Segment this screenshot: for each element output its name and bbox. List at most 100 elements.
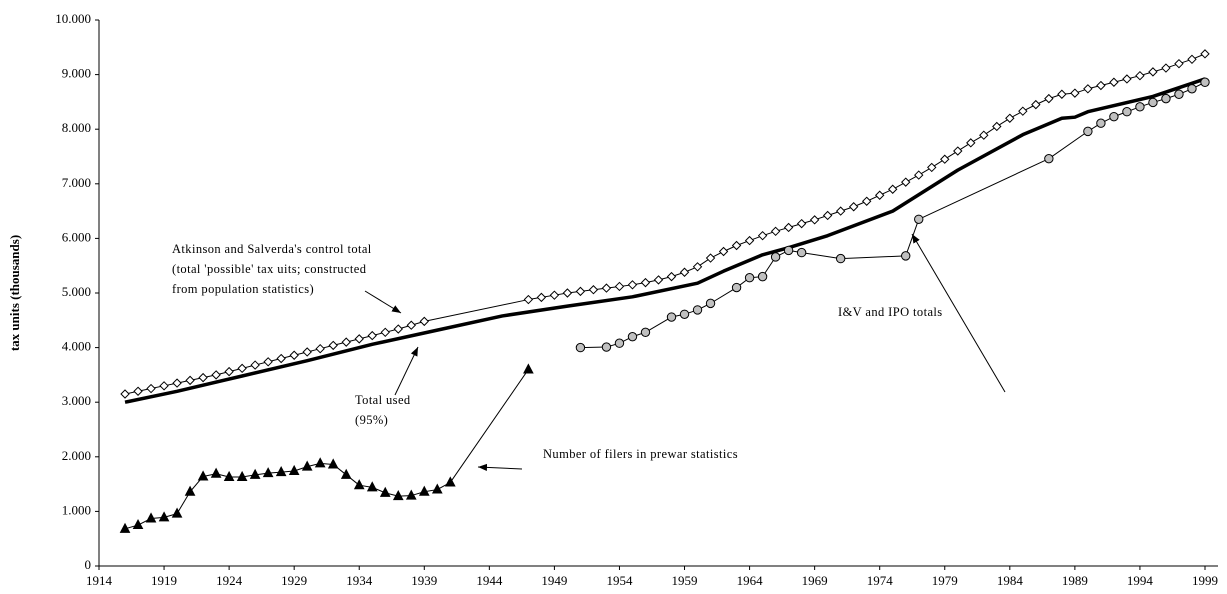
diamond-marker: [796, 218, 807, 229]
diamond-marker: [289, 350, 299, 360]
diamond-marker: [966, 138, 976, 148]
y-tick-label: 3.000: [62, 393, 91, 408]
annotation-arrow: [364, 290, 402, 314]
x-tick-label: 1999: [1192, 573, 1218, 588]
circle-marker: [1161, 93, 1171, 104]
triangle-marker: [444, 476, 456, 487]
diamond-marker: [757, 230, 768, 241]
triangle-marker: [158, 511, 170, 522]
circle-marker: [614, 338, 625, 348]
series-line: [124, 53, 1206, 395]
triangle-marker: [340, 468, 352, 479]
diamond-marker: [237, 363, 247, 374]
circle-marker: [757, 271, 768, 282]
annotation: from population statistics): [172, 282, 314, 296]
diamond-marker: [1031, 99, 1041, 110]
diamond-marker: [276, 353, 286, 364]
x-tick-label: 1924: [216, 573, 243, 588]
triangle-marker: [523, 363, 534, 374]
triangle-marker: [431, 483, 443, 494]
diamond-marker: [679, 267, 690, 277]
y-axis-label: tax units (thousands): [7, 235, 22, 351]
diamond-marker: [1057, 89, 1067, 99]
triangle-marker: [418, 485, 430, 496]
annotation-arrow: [911, 233, 1006, 393]
diamond-marker: [575, 286, 586, 297]
circle-marker: [796, 247, 807, 258]
triangle-marker: [132, 518, 144, 530]
diamond-marker: [744, 235, 755, 246]
diamond-marker: [614, 281, 625, 292]
circle-marker: [679, 309, 690, 319]
circle-marker: [575, 342, 586, 353]
y-tick-label: 2.000: [62, 448, 91, 463]
triangle-marker: [288, 464, 300, 475]
triangle-marker: [223, 470, 235, 482]
x-tick-label: 1979: [932, 573, 958, 588]
diamond-marker: [705, 253, 716, 263]
diamond-marker: [731, 240, 742, 251]
diamond-marker: [354, 334, 364, 344]
diamond-marker: [627, 280, 638, 290]
diamond-marker: [172, 378, 182, 388]
triangle-marker: [119, 522, 131, 533]
diamond-marker: [940, 154, 950, 164]
diamond-marker: [848, 202, 859, 212]
triangle-marker: [145, 512, 157, 523]
diamond-marker: [341, 337, 351, 347]
circle-marker: [627, 331, 638, 342]
diamond-marker: [953, 146, 963, 156]
circle-marker: [692, 305, 703, 315]
circle-marker: [914, 214, 924, 224]
circle-marker: [783, 245, 794, 256]
annotation: Number of filers in prewar statistics: [543, 447, 738, 461]
series-line: [124, 369, 529, 530]
circle-marker: [1083, 126, 1093, 137]
diamond-marker: [1161, 63, 1171, 73]
circle-marker: [640, 327, 651, 338]
series-line: [124, 77, 1206, 404]
diamond-marker: [393, 324, 403, 334]
circle-marker: [1187, 84, 1197, 94]
diamond-marker: [198, 372, 208, 383]
y-tick-label: 10.000: [55, 11, 91, 26]
circle-marker: [744, 273, 755, 283]
annotation-arrow: [394, 346, 419, 396]
x-tick-label: 1964: [737, 573, 764, 588]
circle-marker: [1148, 97, 1158, 108]
diamond-marker: [146, 383, 156, 394]
circle-marker: [666, 312, 677, 322]
triangle-marker: [184, 485, 196, 496]
x-tick-label: 1989: [1062, 573, 1088, 588]
diamond-marker: [1083, 84, 1093, 94]
triangle-marker: [236, 470, 248, 482]
y-tick-label: 1.000: [62, 502, 91, 517]
circle-marker: [1122, 107, 1132, 117]
diamond-marker: [1044, 93, 1054, 104]
triangle-marker: [314, 457, 326, 468]
diamond-marker: [770, 226, 781, 237]
x-tick-label: 1954: [606, 573, 633, 588]
diamond-marker: [718, 246, 729, 257]
diamond-marker: [809, 215, 820, 225]
triangle-marker: [262, 467, 274, 478]
diamond-marker: [367, 330, 377, 341]
triangle-marker: [353, 479, 365, 490]
x-tick-label: 1959: [672, 573, 698, 588]
annotation-arrow: [477, 463, 523, 472]
x-tick-label: 1969: [802, 573, 828, 588]
diamond-marker: [549, 290, 560, 300]
diamond-marker: [133, 386, 143, 396]
diamond-marker: [601, 283, 612, 293]
x-tick-label: 1994: [1127, 573, 1154, 588]
diamond-marker: [224, 366, 234, 377]
diamond-marker: [211, 370, 221, 380]
diamond-marker: [419, 316, 429, 327]
diamond-marker: [901, 177, 911, 187]
triangle-marker: [405, 489, 417, 500]
diamond-marker: [250, 360, 260, 370]
diamond-marker: [914, 170, 924, 180]
x-tick-label: 1929: [281, 573, 307, 588]
annotation: (total 'possible' tax uits; constructed: [172, 262, 367, 276]
diamond-marker: [861, 196, 872, 206]
